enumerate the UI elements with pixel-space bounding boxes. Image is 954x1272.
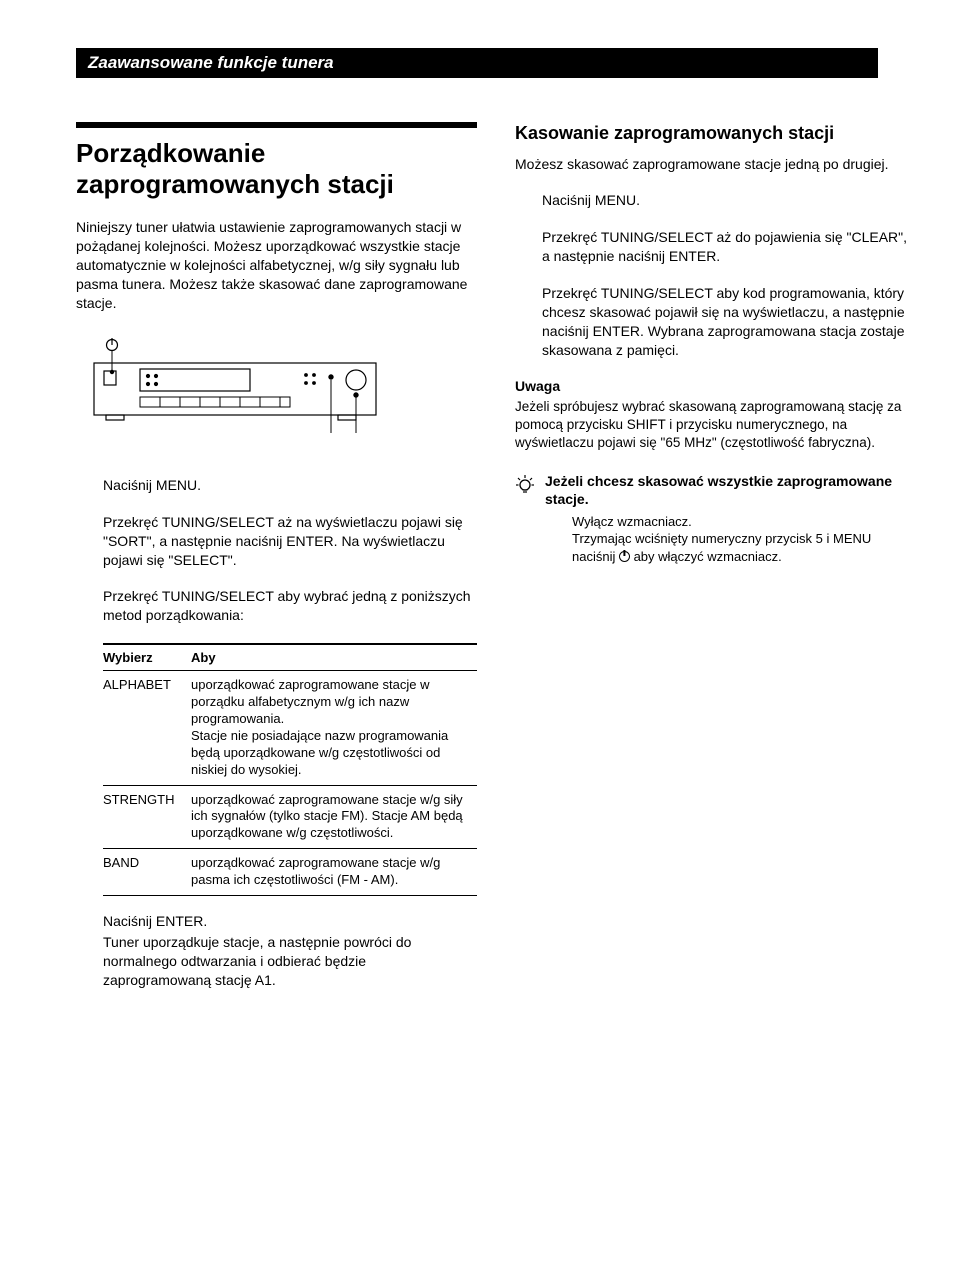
title-rule (76, 122, 477, 128)
tip-item-2: Trzymając wciśnięty numeryczny przycisk … (572, 530, 916, 565)
left-step-3: Przekręć TUNING/SELECT aby wybrać jedną … (76, 587, 477, 625)
cell-c2: uporządkować zaprogramowane stacje w por… (191, 671, 477, 785)
tip-list: Wyłącz wzmacniacz. Trzymając wciśnięty n… (545, 513, 916, 566)
intro-paragraph: Niniejszy tuner ułatwia ustawienie zapro… (76, 218, 477, 312)
table-row: STRENGTH uporządkować zaprogramowane sta… (103, 785, 477, 849)
section-header-text: Zaawansowane funkcje tunera (88, 53, 334, 72)
right-column: Kasowanie zaprogramowanych stacji Możesz… (515, 122, 916, 1008)
table-row: ALPHABET uporządkować zaprogramowane sta… (103, 671, 477, 785)
col-head-2: Aby (191, 644, 477, 671)
note-heading: Uwaga (515, 378, 916, 394)
tip-item-1: Wyłącz wzmacniacz. (572, 513, 916, 531)
two-column-layout: Porządkowanie zaprogramowanych stacji Ni… (76, 122, 878, 1008)
tip-block: Jeżeli chcesz skasować wszystkie zaprogr… (515, 472, 916, 565)
tuner-body (94, 363, 376, 420)
tuner-diagram (76, 333, 477, 448)
cell-c1: ALPHABET (103, 671, 191, 785)
left-step-4-line1: Naciśnij ENTER. (76, 912, 477, 931)
cell-c1: STRENGTH (103, 785, 191, 849)
main-title: Porządkowanie zaprogramowanych stacji (76, 138, 477, 200)
callout-lines (329, 375, 358, 433)
sub-intro: Możesz skasować zaprogramowane stacje je… (515, 155, 916, 174)
tuner-svg (76, 333, 386, 443)
section-header: Zaawansowane funkcje tunera (76, 48, 878, 78)
tip-body: Jeżeli chcesz skasować wszystkie zaprogr… (545, 472, 916, 565)
table-head-row: Wybierz Aby (103, 644, 477, 671)
left-column: Porządkowanie zaprogramowanych stacji Ni… (76, 122, 477, 1008)
cell-c2: uporządkować zaprogramowane stacje w/g s… (191, 785, 477, 849)
tip-title: Jeżeli chcesz skasować wszystkie zaprogr… (545, 472, 916, 508)
cell-c2: uporządkować zaprogramowane stacje w/g p… (191, 849, 477, 896)
power-icon (107, 338, 118, 374)
col-head-1: Wybierz (103, 644, 191, 671)
sort-table-wrap: Wybierz Aby ALPHABET uporządkować zaprog… (103, 643, 477, 896)
left-step-2: Przekręć TUNING/SELECT aż na wyświetlacz… (76, 513, 477, 570)
left-step-1: Naciśnij MENU. (76, 476, 477, 495)
sub-heading: Kasowanie zaprogramowanych stacji (515, 122, 916, 145)
power-icon (619, 551, 630, 562)
right-step-1: Naciśnij MENU. (515, 191, 916, 210)
left-step-4-line2: Tuner uporządkuje stacje, a następnie po… (76, 933, 477, 990)
table-row: BAND uporządkować zaprogramowane stacje … (103, 849, 477, 896)
lightbulb-icon (515, 472, 537, 565)
tip-item-2-b: aby włączyć wzmacniacz. (630, 549, 782, 564)
sort-table: Wybierz Aby ALPHABET uporządkować zaprog… (103, 643, 477, 896)
note-text: Jeżeli spróbujesz wybrać skasowaną zapro… (515, 398, 916, 453)
cell-c1: BAND (103, 849, 191, 896)
right-step-2: Przekręć TUNING/SELECT aż do pojawienia … (515, 228, 916, 266)
right-step-3: Przekręć TUNING/SELECT aby kod programow… (515, 284, 916, 360)
